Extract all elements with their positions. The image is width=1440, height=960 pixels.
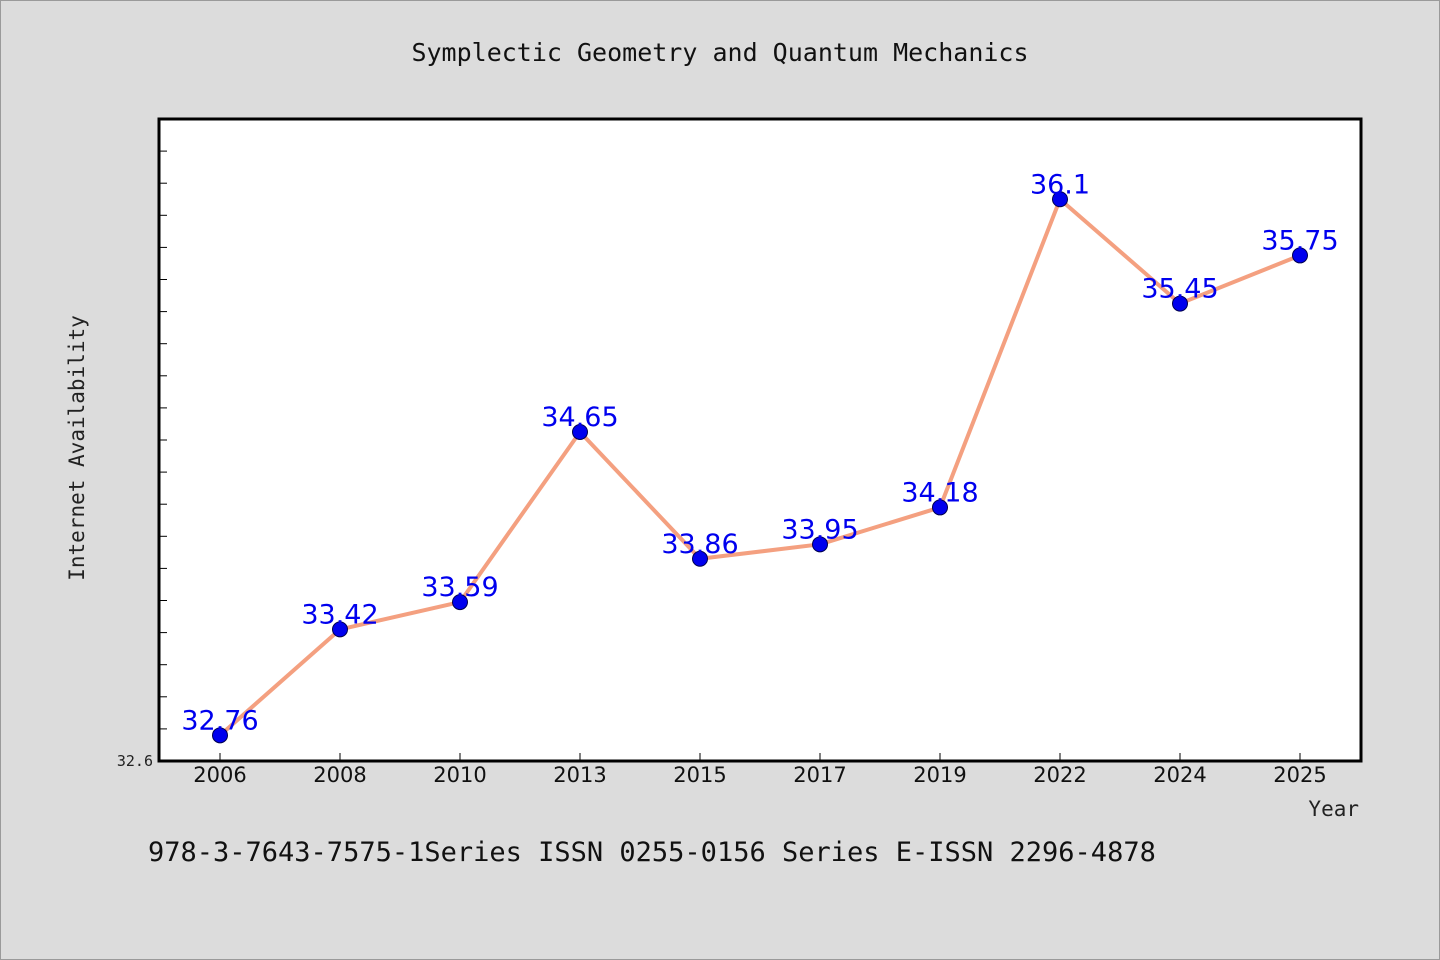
data-label: 33.95 xyxy=(781,514,858,545)
series-line-group xyxy=(218,197,1301,737)
data-label: 33.86 xyxy=(661,529,738,560)
series-line xyxy=(218,197,1301,737)
x-tick-label: 2025 xyxy=(1273,763,1326,787)
y-axis-label: Internet Availability xyxy=(65,315,89,581)
data-point xyxy=(812,536,828,553)
x-tick-label: 2022 xyxy=(1033,763,1086,787)
data-label: 33.59 xyxy=(421,572,498,603)
x-tick-label: 2024 xyxy=(1153,763,1206,787)
data-label: 34.18 xyxy=(901,477,978,508)
data-label: 33.42 xyxy=(301,599,378,630)
data-point xyxy=(1292,247,1308,264)
x-tick-label: 2017 xyxy=(793,763,846,787)
x-tick-label: 2010 xyxy=(433,763,486,787)
data-point xyxy=(932,499,948,516)
data-point xyxy=(572,423,588,440)
data-point xyxy=(332,621,348,638)
x-axis: 2006 2008 2010 2013 2015 2017 2019 2022 2024 2025 xyxy=(193,753,1327,787)
data-label: 35.75 xyxy=(1261,225,1338,256)
data-point xyxy=(1172,295,1188,312)
data-label: 34.65 xyxy=(541,402,618,433)
data-point xyxy=(692,550,708,567)
data-label: 35.45 xyxy=(1141,274,1218,305)
x-axis-label: Year xyxy=(1308,797,1359,821)
y-tick-label-min: 32.6 xyxy=(117,752,153,770)
x-tick-label: 2019 xyxy=(913,763,966,787)
x-tick-label: 2008 xyxy=(313,763,366,787)
data-point xyxy=(452,594,468,611)
chart-title: Symplectic Geometry and Quantum Mechanic… xyxy=(411,38,1028,67)
data-label: 36.1 xyxy=(1030,169,1090,200)
data-point xyxy=(212,727,228,744)
data-point xyxy=(1052,191,1068,208)
plot-area xyxy=(157,117,1363,763)
x-tick-label: 2015 xyxy=(673,763,726,787)
y-axis-ticks xyxy=(159,150,167,730)
x-tick-label: 2013 xyxy=(553,763,606,787)
data-labels-group: 32.76 33.42 33.59 34.65 33.86 33.95 34.18 36.1 3… xyxy=(181,169,1338,736)
x-tick-label: 2006 xyxy=(193,763,246,787)
markers-group xyxy=(212,191,1308,744)
isbn-caption: 978-3-7643-7575-1Series ISSN 0255-0156 S… xyxy=(148,837,1156,868)
data-label: 32.76 xyxy=(181,705,258,736)
